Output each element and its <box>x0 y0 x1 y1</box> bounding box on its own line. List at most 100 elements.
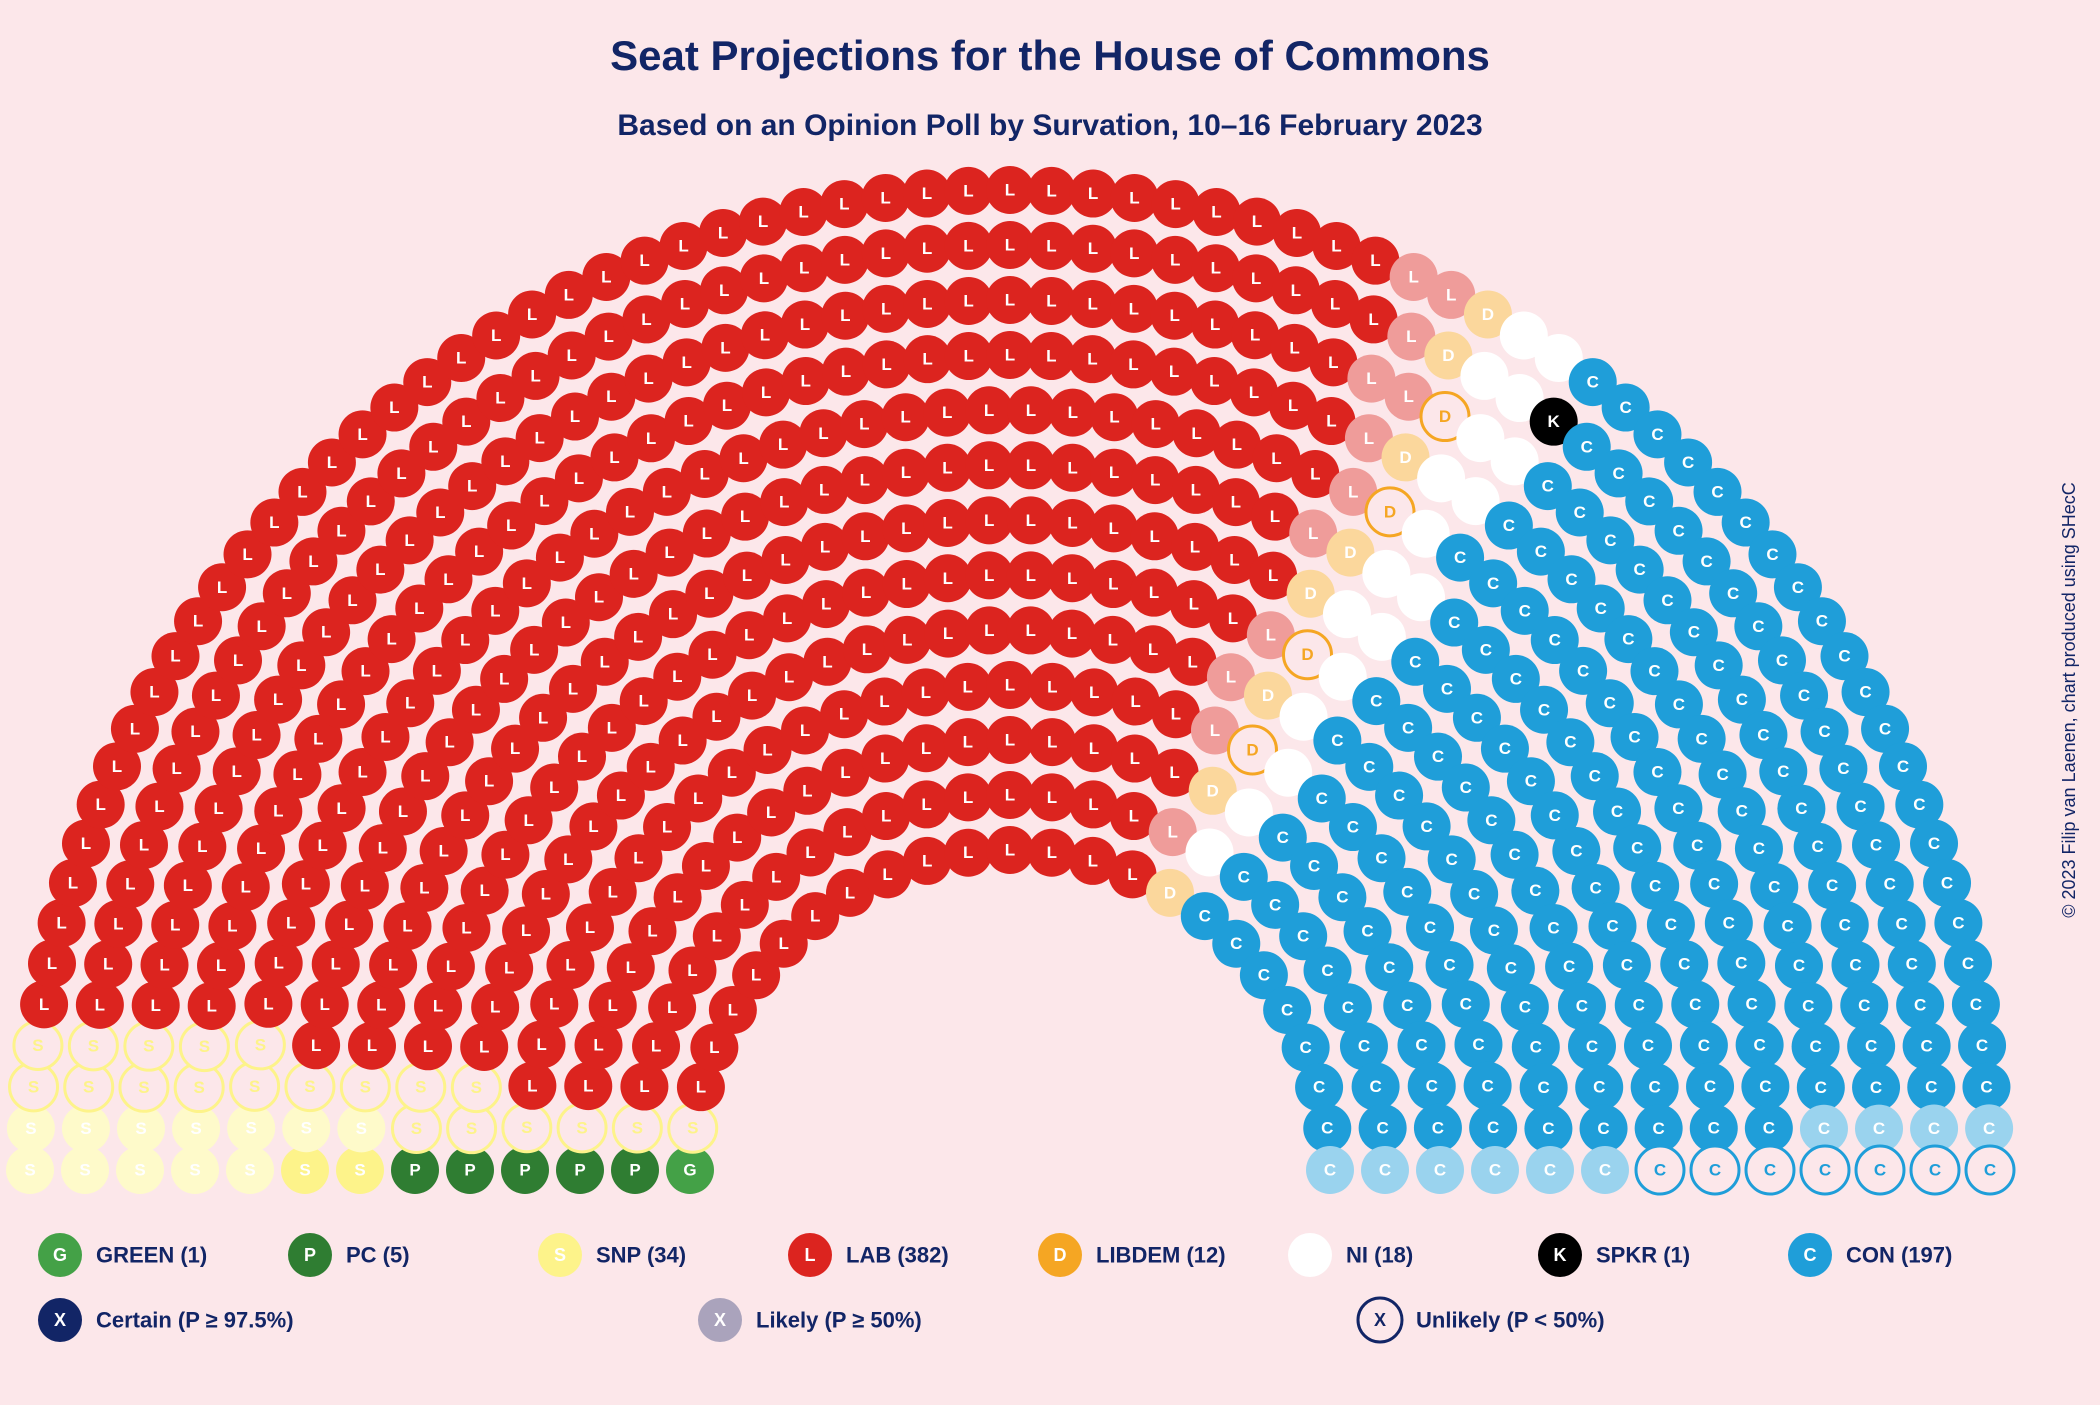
svg-text:S: S <box>88 1036 99 1055</box>
seat-con: C <box>1361 1146 1409 1194</box>
svg-text:L: L <box>1187 652 1197 671</box>
svg-text:L: L <box>428 437 438 456</box>
svg-text:L: L <box>479 1037 489 1056</box>
svg-text:L: L <box>154 797 164 816</box>
svg-text:L: L <box>608 996 618 1015</box>
svg-text:L: L <box>1226 668 1236 687</box>
svg-text:L: L <box>170 915 180 934</box>
svg-text:C: C <box>1542 477 1554 496</box>
svg-text:C: C <box>1383 958 1395 977</box>
seat-lab: L <box>862 285 910 333</box>
svg-text:L: L <box>1366 369 1376 388</box>
seat-con: C <box>1717 939 1765 987</box>
seat-con: C <box>1352 1063 1400 1111</box>
svg-text:L: L <box>490 998 500 1017</box>
svg-text:C: C <box>1682 453 1694 472</box>
svg-text:L: L <box>761 383 771 402</box>
svg-text:C: C <box>1777 762 1789 781</box>
seat-lab: L <box>132 981 180 1029</box>
svg-text:G: G <box>683 1161 696 1180</box>
svg-text:L: L <box>308 552 318 571</box>
svg-text:L: L <box>389 398 399 417</box>
seat-snp: S <box>6 1146 54 1194</box>
svg-text:L: L <box>606 387 616 406</box>
svg-text:L: L <box>722 396 732 415</box>
legend-label-con: CON (197) <box>1846 1243 1952 1268</box>
svg-text:L: L <box>1026 456 1036 475</box>
svg-text:L: L <box>693 789 703 808</box>
svg-text:L: L <box>95 795 105 814</box>
svg-text:L: L <box>1288 396 1298 415</box>
svg-text:L: L <box>39 995 49 1014</box>
chart-title: Seat Projections for the House of Common… <box>610 32 1490 79</box>
seat-snp: S <box>116 1146 164 1194</box>
seat-lab: L <box>863 340 911 388</box>
svg-text:L: L <box>347 591 357 610</box>
svg-text:C: C <box>1859 683 1871 702</box>
svg-text:L: L <box>577 747 587 766</box>
seat-snp: S <box>558 1104 606 1152</box>
svg-text:L: L <box>460 631 470 650</box>
svg-text:L: L <box>963 291 973 310</box>
seat-lab: L <box>903 225 951 273</box>
svg-text:L: L <box>1331 236 1341 255</box>
svg-text:C: C <box>1401 996 1413 1015</box>
svg-text:L: L <box>881 355 891 374</box>
svg-text:S: S <box>415 1078 426 1097</box>
svg-text:C: C <box>1920 1036 1932 1055</box>
seat-lab: L <box>822 348 870 396</box>
svg-text:L: L <box>1005 291 1015 310</box>
svg-text:D: D <box>1305 584 1317 603</box>
seat-lab: L <box>620 1063 668 1111</box>
seat-con: C <box>1801 1146 1849 1194</box>
seat-lab: L <box>1192 188 1240 236</box>
seat-lab: L <box>1027 332 1075 380</box>
seat-con: C <box>1840 981 1888 1029</box>
svg-text:C: C <box>1723 914 1735 933</box>
svg-text:C: C <box>1698 1036 1710 1055</box>
svg-text:L: L <box>687 961 697 980</box>
svg-text:C: C <box>1593 1078 1605 1097</box>
svg-text:C: C <box>1752 617 1764 636</box>
svg-text:C: C <box>1763 1119 1775 1138</box>
seat-snp: S <box>226 1146 274 1194</box>
svg-text:L: L <box>738 449 748 468</box>
svg-text:L: L <box>1067 569 1077 588</box>
svg-text:L: L <box>709 1038 719 1057</box>
svg-text:C: C <box>1696 729 1708 748</box>
svg-text:L: L <box>820 537 830 556</box>
svg-text:L: L <box>1170 195 1180 214</box>
svg-text:C: C <box>1230 934 1242 953</box>
svg-text:C: C <box>1375 849 1387 868</box>
svg-text:L: L <box>963 236 973 255</box>
seat-pc: P <box>501 1146 549 1194</box>
svg-text:L: L <box>882 865 892 884</box>
seat-lab: L <box>1049 389 1097 437</box>
svg-text:L: L <box>539 492 549 511</box>
svg-text:L: L <box>1128 355 1138 374</box>
seat-con: C <box>1746 1146 1794 1194</box>
svg-text:L: L <box>984 401 994 420</box>
svg-text:C: C <box>1873 1119 1885 1138</box>
svg-text:L: L <box>432 661 442 680</box>
svg-text:L: L <box>461 412 471 431</box>
svg-text:L: L <box>810 907 820 926</box>
svg-text:C: C <box>1884 875 1896 894</box>
svg-text:L: L <box>561 613 571 632</box>
svg-text:L: L <box>422 373 432 392</box>
svg-text:C: C <box>1716 765 1728 784</box>
seat-con: C <box>1962 1063 2010 1111</box>
svg-text:L: L <box>1046 181 1056 200</box>
svg-text:C: C <box>1689 995 1701 1014</box>
svg-text:C: C <box>1589 878 1601 897</box>
svg-text:L: L <box>802 781 812 800</box>
svg-text:S: S <box>25 1119 36 1138</box>
svg-text:C: C <box>1281 1001 1293 1020</box>
svg-text:C: C <box>1460 995 1472 1014</box>
svg-text:C: C <box>1929 1161 1941 1180</box>
seat-lab: L <box>1028 718 1076 766</box>
svg-text:L: L <box>538 708 548 727</box>
svg-text:L: L <box>593 1036 603 1055</box>
svg-text:L: L <box>112 757 122 776</box>
svg-text:C: C <box>1480 640 1492 659</box>
